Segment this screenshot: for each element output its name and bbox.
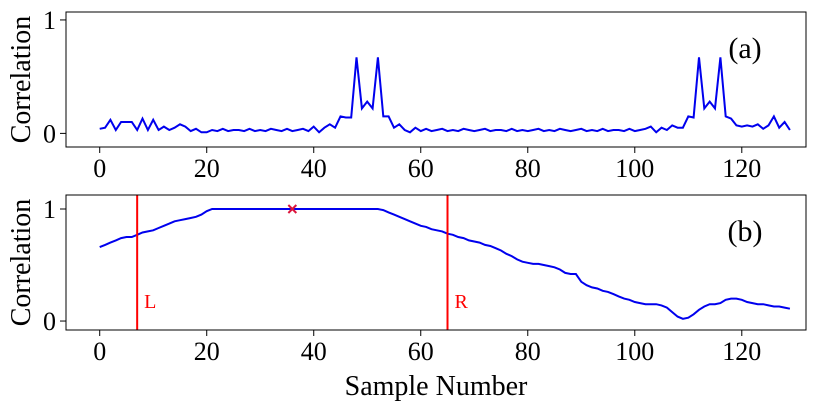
x-tick-label: 40 (301, 154, 327, 183)
y-axis-label: Correlation (6, 199, 37, 327)
x-axis-label: Sample Number (345, 371, 528, 402)
panel-label: (a) (728, 32, 761, 65)
x-tick-label: 0 (93, 154, 106, 183)
x-tick-label: 100 (615, 337, 654, 366)
axes-frame (65, 194, 807, 331)
axes-frame (65, 11, 807, 148)
x-tick-label: 100 (615, 154, 654, 183)
vertical-line-label: L (144, 291, 156, 313)
x-tick-label: 20 (194, 337, 220, 366)
x-tick-label: 120 (722, 337, 761, 366)
x-tick-label: 0 (93, 337, 106, 366)
series-line (99, 208, 791, 320)
vertical-line-label: R (455, 291, 469, 313)
x-tick-label: 80 (515, 154, 541, 183)
marker (287, 204, 298, 214)
x-tick-label: 80 (515, 337, 541, 366)
y-tick-label: 1 (43, 195, 56, 224)
y-axis-label: Correlation (6, 16, 37, 144)
panel-label: (b) (728, 215, 763, 248)
x-tick-label: 40 (301, 337, 327, 366)
y-tick-label: 0 (43, 307, 56, 336)
x-tick-label: 60 (408, 337, 434, 366)
y-tick-label: 0 (43, 119, 56, 148)
x-tick-label: 120 (722, 154, 761, 183)
x-tick-label: 60 (408, 154, 434, 183)
x-tick-label: 20 (194, 154, 220, 183)
series-line (99, 57, 791, 134)
y-tick-label: 1 (43, 6, 56, 35)
